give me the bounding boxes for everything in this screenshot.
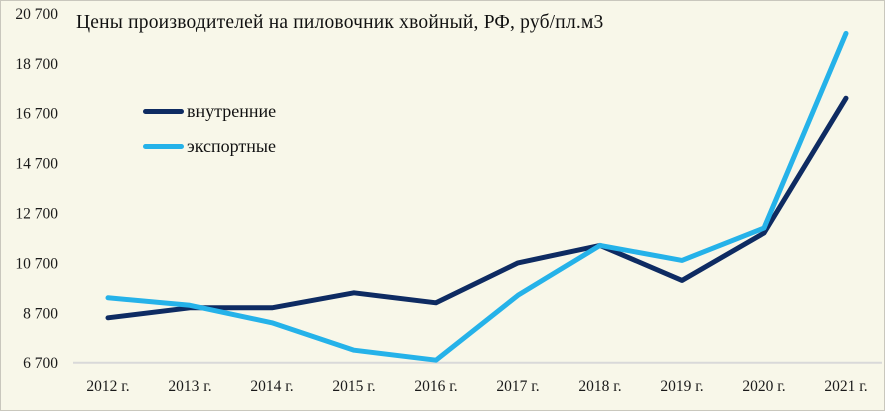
x-tick-label: 2015 г. bbox=[332, 378, 375, 395]
x-tick-label: 2012 г. bbox=[86, 378, 129, 395]
y-tick-label: 10 700 bbox=[15, 255, 58, 272]
y-tick-label: 18 700 bbox=[15, 56, 58, 73]
legend-line-domestic-icon bbox=[143, 109, 184, 114]
x-tick-label: 2017 г. bbox=[496, 378, 539, 395]
series-line-export bbox=[105, 30, 849, 363]
x-tick-label: 2014 г. bbox=[250, 378, 293, 395]
x-tick-label: 2018 г. bbox=[578, 378, 621, 395]
legend-item-export: экспортные bbox=[143, 129, 276, 164]
x-tick-label: 2013 г. bbox=[168, 378, 211, 395]
x-tick-label: 2019 г. bbox=[660, 378, 703, 395]
chart-title: Цены производителей на пиловочник хвойны… bbox=[76, 12, 604, 33]
legend-line-export-icon bbox=[143, 144, 184, 149]
y-tick-label: 6 700 bbox=[23, 355, 58, 372]
y-tick-label: 20 700 bbox=[15, 6, 58, 23]
legend: внутренние экспортные bbox=[143, 94, 276, 164]
y-tick-label: 16 700 bbox=[15, 106, 58, 123]
y-tick-label: 12 700 bbox=[15, 206, 58, 223]
legend-item-domestic: внутренние bbox=[143, 94, 276, 129]
y-tick-label: 14 700 bbox=[15, 156, 58, 173]
legend-label-domestic: внутренние bbox=[187, 101, 277, 121]
x-tick-label: 2021 г. bbox=[824, 378, 867, 395]
y-tick-label: 8 700 bbox=[23, 305, 58, 322]
series-line-domestic bbox=[105, 95, 849, 321]
x-tick-label: 2020 г. bbox=[742, 378, 785, 395]
x-tick-label: 2016 г. bbox=[414, 378, 457, 395]
legend-label-export: экспортные bbox=[187, 136, 276, 156]
